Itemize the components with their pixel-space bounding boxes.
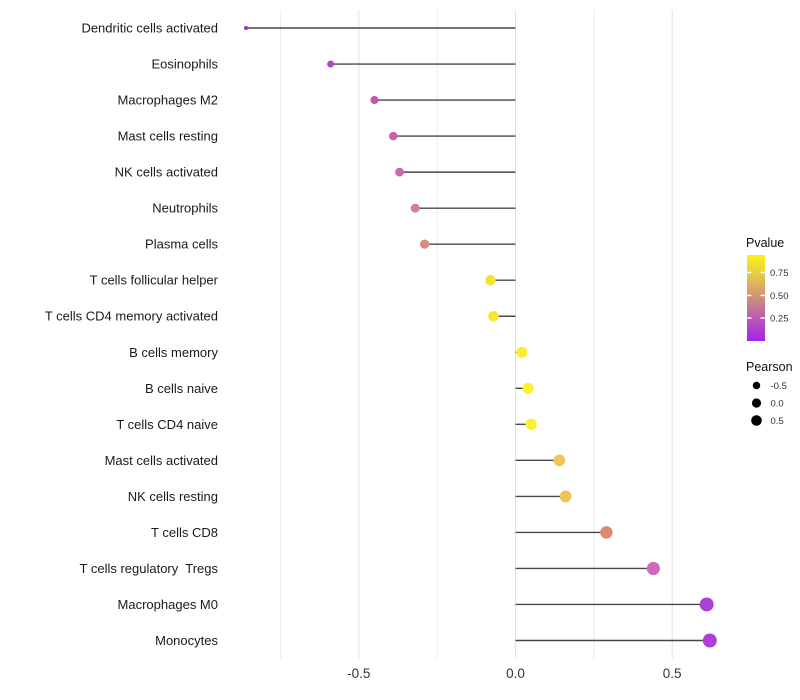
category-label-nk-cells-activated: NK cells activated [115, 165, 218, 180]
point-t-cells-cd4-naive [525, 418, 537, 430]
pearson-tick-label: 0.5 [771, 416, 784, 427]
x-tick-label-0.5: 0.5 [663, 666, 682, 681]
category-label-monocytes: Monocytes [155, 633, 218, 648]
point-nk-cells-activated [395, 167, 404, 177]
category-label-nk-cells-resting: NK cells resting [128, 489, 218, 504]
point-nk-cells-resting [559, 490, 572, 503]
category-label-neutrophils: Neutrophils [152, 201, 218, 216]
pearson-size-dot-0.5 [751, 415, 762, 426]
pvalue-legend-title: Pvalue [746, 236, 784, 250]
point-mast-cells-activated [553, 454, 566, 467]
point-macrophages-m2 [370, 96, 379, 105]
point-t-cells-cd4-memory-activated [488, 310, 499, 322]
category-label-mast-cells-resting: Mast cells resting [118, 129, 218, 144]
category-label-mast-cells-activated: Mast cells activated [105, 453, 218, 468]
point-b-cells-memory [516, 346, 528, 358]
category-axis-labels: Dendritic cells activated Eosinophils Macr… [45, 21, 219, 649]
pvalue-tick-label: 0.50 [770, 291, 789, 302]
point-t-cells-follicular-helper [485, 274, 496, 286]
point-neutrophils [410, 203, 420, 213]
x-tick-label--0.5: -0.5 [347, 666, 370, 681]
point-eosinophils [327, 60, 335, 68]
pvalue-colorbar [747, 255, 765, 341]
pearson-size-dot--0.5 [752, 381, 761, 390]
point-mast-cells-resting [388, 131, 398, 141]
point-monocytes [702, 633, 717, 648]
data-points [243, 26, 717, 648]
point-macrophages-m0 [699, 597, 714, 612]
point-b-cells-naive [522, 382, 534, 394]
pvalue-colorbar-ticks [747, 271, 765, 319]
pearson-legend-title: Pearson [746, 360, 793, 374]
category-label-t-cells-cd4-memory-activated: T cells CD4 memory activated [45, 309, 218, 324]
point-t-cells-regulatory-tregs [646, 561, 660, 576]
category-label-plasma-cells: Plasma cells [145, 237, 218, 252]
category-label-t-cells-regulatory-tregs: T cells regulatory Tregs [80, 561, 219, 576]
point-plasma-cells [419, 239, 430, 249]
point-dendritic-cells-activated [243, 26, 248, 30]
pearson-tick-label: -0.5 [771, 381, 787, 392]
category-label-t-cells-cd8: T cells CD8 [151, 525, 218, 540]
category-label-t-cells-follicular-helper: T cells follicular helper [90, 273, 219, 288]
pvalue-tick-label: 0.25 [770, 314, 789, 325]
legend: Pvalue 0.75 0.50 0.25 Pearson -0.5 0.0 0.5 [746, 236, 793, 427]
category-label-macrophages-m2: Macrophages M2 [118, 93, 218, 108]
point-t-cells-cd8 [600, 526, 613, 539]
category-label-eosinophils: Eosinophils [152, 57, 219, 72]
category-label-b-cells-memory: B cells memory [129, 345, 218, 360]
pvalue-colorbar-labels: 0.75 0.50 0.25 [770, 268, 789, 325]
category-label-macrophages-m0: Macrophages M0 [118, 597, 218, 612]
x-tick-label-0.0: 0.0 [506, 666, 525, 681]
x-axis-tick-labels: -0.5 0.0 0.5 [347, 666, 681, 681]
pvalue-tick-label: 0.75 [770, 268, 789, 279]
pearson-size-legend: -0.5 0.0 0.5 [751, 381, 787, 427]
category-label-dendritic-cells-activated: Dendritic cells activated [81, 21, 218, 36]
category-label-b-cells-naive: B cells naive [145, 381, 218, 396]
lollipop-stems [245, 27, 710, 642]
pearson-tick-label: 0.0 [771, 399, 784, 410]
category-label-t-cells-cd4-naive: T cells CD4 naive [116, 417, 218, 432]
gridlines [279, 10, 673, 659]
pearson-size-dot-0.0 [751, 398, 762, 408]
